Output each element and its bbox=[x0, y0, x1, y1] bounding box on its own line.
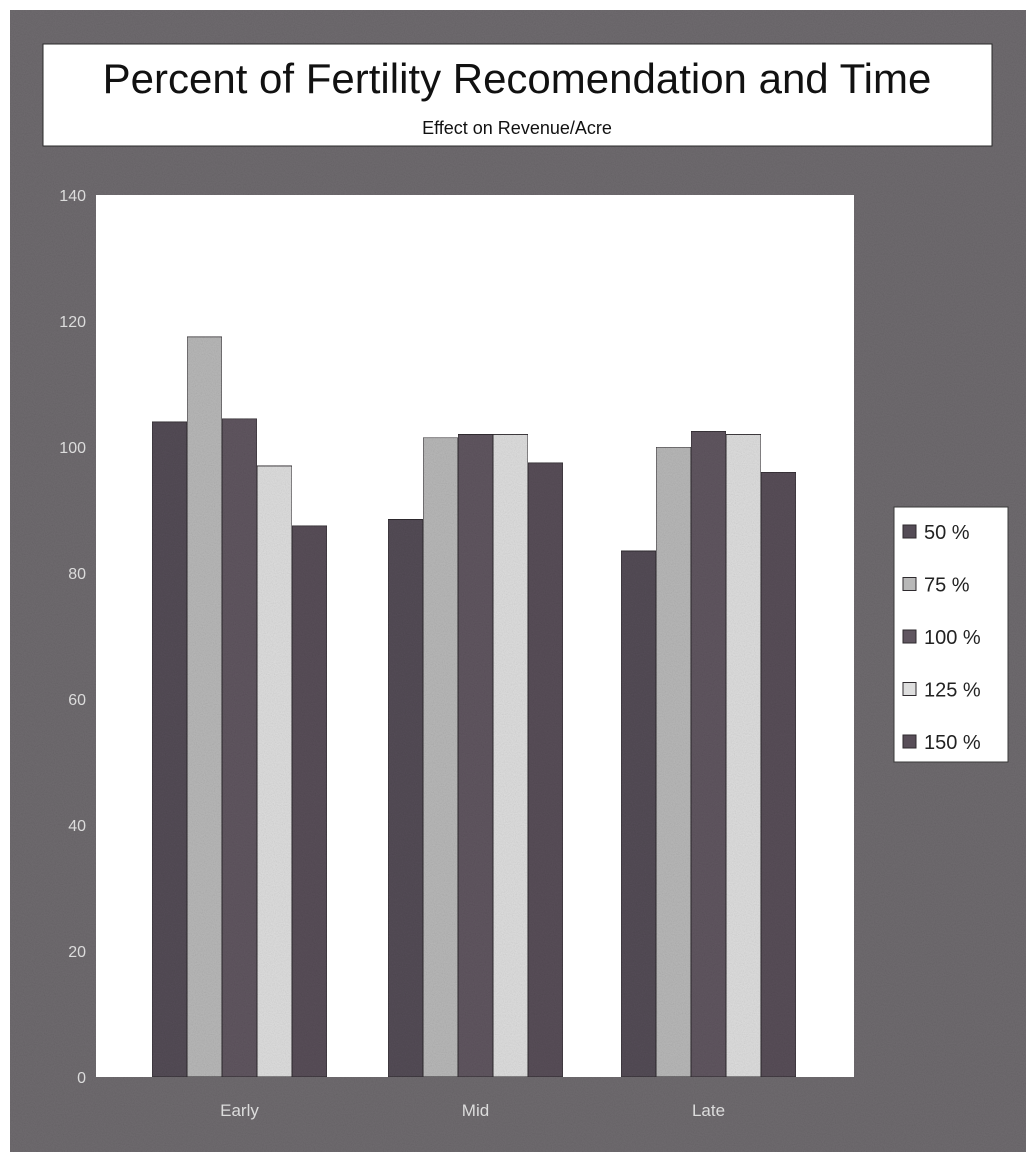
y-axis: 0 20 40 60 80 100 120 140 bbox=[59, 188, 86, 1087]
y-tick-label: 0 bbox=[77, 1070, 86, 1087]
y-tick-label: 120 bbox=[59, 314, 86, 331]
legend: 50 % 75 % 100 % 125 % 150 % bbox=[893, 506, 1009, 763]
chart-subtitle: Effect on Revenue/Acre bbox=[422, 118, 612, 138]
bar-early-3 bbox=[221, 418, 258, 1078]
legend-swatch bbox=[902, 734, 917, 749]
legend-swatch bbox=[902, 682, 917, 696]
bars bbox=[151, 336, 797, 1078]
legend-label: 125 % bbox=[924, 680, 981, 702]
title-box bbox=[42, 43, 993, 147]
legend-swatch bbox=[902, 629, 917, 644]
bar-late-1 bbox=[620, 550, 657, 1078]
legend-label: 100 % bbox=[924, 627, 981, 649]
legend-label: 50 % bbox=[924, 522, 970, 544]
y-tick-label: 100 bbox=[59, 440, 86, 457]
legend-items: 50 % 75 % 100 % 125 % 150 % bbox=[902, 522, 981, 754]
bar-mid-2 bbox=[422, 437, 459, 1078]
bar-late-2 bbox=[655, 446, 692, 1078]
x-tick-label: Late bbox=[692, 1101, 725, 1120]
y-tick-label: 80 bbox=[68, 566, 86, 583]
x-tick-label: Early bbox=[220, 1101, 259, 1120]
legend-swatch bbox=[902, 524, 917, 539]
bar-mid-4 bbox=[492, 433, 529, 1078]
bar-early-2 bbox=[186, 336, 223, 1078]
bar-mid-3 bbox=[457, 433, 494, 1078]
bar-late-4 bbox=[725, 433, 762, 1078]
bar-mid-1 bbox=[387, 518, 424, 1078]
y-tick-label: 40 bbox=[68, 818, 86, 835]
y-tick-label: 140 bbox=[59, 188, 86, 205]
x-axis: Early Mid Late bbox=[220, 1101, 725, 1120]
legend-box bbox=[893, 506, 1009, 763]
legend-label: 150 % bbox=[924, 732, 981, 754]
bar-late-3 bbox=[690, 430, 727, 1078]
x-tick-label: Mid bbox=[462, 1101, 489, 1120]
y-tick-label: 60 bbox=[68, 692, 86, 709]
legend-swatch bbox=[902, 577, 917, 591]
bar-late-5 bbox=[760, 471, 797, 1078]
bar-mid-5 bbox=[527, 462, 564, 1078]
legend-label: 75 % bbox=[924, 575, 970, 597]
chart-title: Percent of Fertility Recomendation and T… bbox=[103, 55, 932, 102]
bar-early-5 bbox=[291, 525, 328, 1078]
y-tick-label: 20 bbox=[68, 944, 86, 961]
bar-early-1 bbox=[151, 421, 188, 1078]
bar-early-4 bbox=[256, 465, 293, 1078]
